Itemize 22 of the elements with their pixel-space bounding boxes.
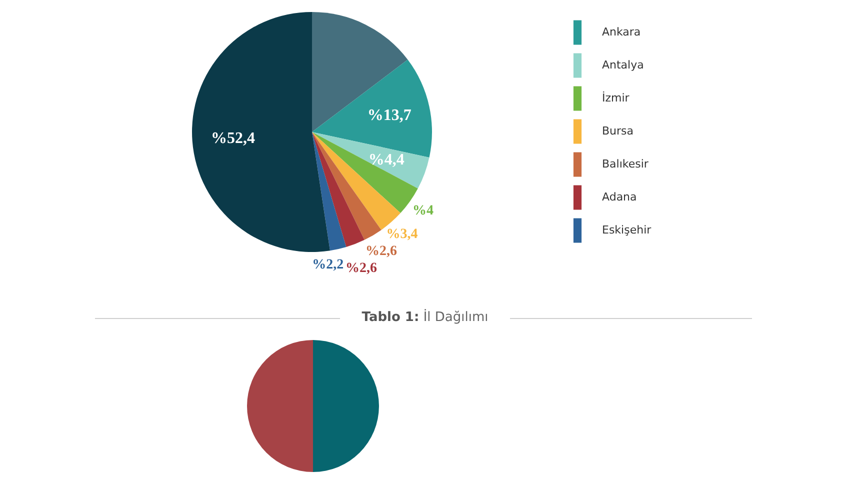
pie-slice: [312, 132, 364, 248]
pie-slice: [247, 340, 313, 472]
legend-label: Balıkesir: [602, 158, 649, 170]
data-label: %52,4: [211, 130, 256, 147]
pie-slice: [312, 132, 430, 188]
data-label: %3,4: [386, 227, 418, 242]
legend-label: Bursa: [602, 124, 634, 138]
legend-label: İzmir: [602, 90, 630, 104]
data-label: %2,2: [312, 258, 344, 273]
legend-label: Adana: [602, 190, 637, 204]
data-label: %2,6: [346, 261, 378, 276]
legend-label: Antalya: [602, 58, 644, 72]
data-label: %13,7: [367, 106, 412, 124]
text: Tablo 1: İl Dağılımı: [362, 310, 488, 325]
data-label: %2,6: [365, 244, 397, 260]
data-label: %4: [412, 204, 434, 219]
pie-slice: [312, 132, 346, 251]
data-label: %4,4: [368, 151, 404, 168]
legend-label: Ankara: [602, 26, 641, 38]
pie-slice: [313, 340, 379, 472]
legend-label: Eskişehir: [602, 224, 652, 236]
pie-slice: [192, 12, 330, 252]
